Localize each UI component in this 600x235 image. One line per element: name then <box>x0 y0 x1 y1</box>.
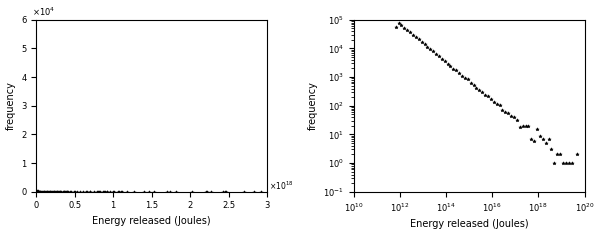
Y-axis label: frequency: frequency <box>308 81 317 130</box>
Text: $\times10^4$: $\times10^4$ <box>32 6 55 18</box>
X-axis label: Energy released (Joules): Energy released (Joules) <box>410 219 529 229</box>
Text: $\times10^{18}$: $\times10^{18}$ <box>269 179 294 192</box>
X-axis label: Energy released (Joules): Energy released (Joules) <box>92 216 211 226</box>
Y-axis label: frequency: frequency <box>5 81 16 130</box>
